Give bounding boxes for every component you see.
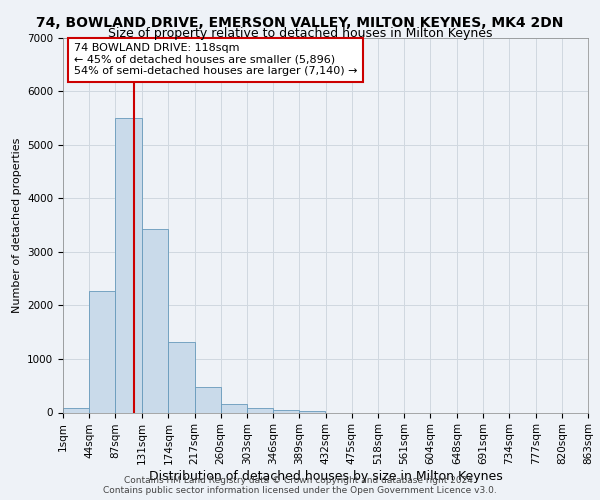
Bar [63,408,89,412]
Text: Contains HM Land Registry data © Crown copyright and database right 2024.: Contains HM Land Registry data © Crown c… [124,476,476,485]
Bar [142,229,169,412]
Bar [194,388,221,412]
Text: Contains public sector information licensed under the Open Government Licence v3: Contains public sector information licen… [103,486,497,495]
Text: 74, BOWLAND DRIVE, EMERSON VALLEY, MILTON KEYNES, MK4 2DN: 74, BOWLAND DRIVE, EMERSON VALLEY, MILTO… [37,16,563,30]
Bar [221,404,247,412]
Bar [273,410,299,412]
Y-axis label: Number of detached properties: Number of detached properties [11,138,22,312]
Text: Size of property relative to detached houses in Milton Keynes: Size of property relative to detached ho… [108,28,492,40]
Bar [247,408,273,412]
Bar [115,118,142,412]
Bar [299,411,325,412]
X-axis label: Distribution of detached houses by size in Milton Keynes: Distribution of detached houses by size … [149,470,502,483]
Bar [169,342,194,412]
Text: 74 BOWLAND DRIVE: 118sqm
← 45% of detached houses are smaller (5,896)
54% of sem: 74 BOWLAND DRIVE: 118sqm ← 45% of detach… [74,43,357,76]
Bar [89,291,115,412]
